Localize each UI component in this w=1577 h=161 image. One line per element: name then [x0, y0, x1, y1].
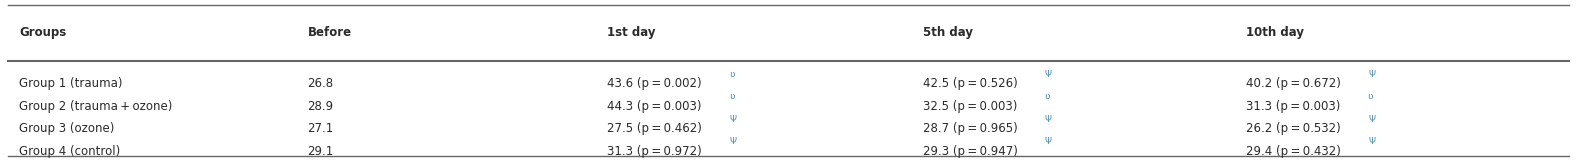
Text: 31.3 (p = 0.003): 31.3 (p = 0.003): [1246, 100, 1340, 113]
Text: 5th day: 5th day: [923, 26, 973, 39]
Text: 42.5 (p = 0.526): 42.5 (p = 0.526): [923, 77, 1017, 90]
Text: Ψ: Ψ: [1369, 137, 1375, 146]
Text: 26.2 (p = 0.532): 26.2 (p = 0.532): [1246, 122, 1340, 135]
Text: Groups: Groups: [19, 26, 66, 39]
Text: 32.5 (p = 0.003): 32.5 (p = 0.003): [923, 100, 1017, 113]
Text: Ψ: Ψ: [1369, 115, 1375, 124]
Text: 40.2 (p = 0.672): 40.2 (p = 0.672): [1246, 77, 1340, 90]
Text: 26.8: 26.8: [308, 77, 334, 90]
Text: Ψ: Ψ: [1046, 70, 1052, 79]
Text: Group 3 (ozone): Group 3 (ozone): [19, 122, 114, 135]
Text: 44.3 (p = 0.003): 44.3 (p = 0.003): [607, 100, 702, 113]
Text: Group 1 (trauma): Group 1 (trauma): [19, 77, 123, 90]
Text: Ψ: Ψ: [1046, 137, 1052, 146]
Text: Ψ: Ψ: [1046, 115, 1052, 124]
Text: Ψ: Ψ: [730, 137, 736, 146]
Text: Before: Before: [308, 26, 352, 39]
Text: ʋ: ʋ: [1044, 92, 1050, 101]
Text: 27.5 (p = 0.462): 27.5 (p = 0.462): [607, 122, 702, 135]
Text: 28.9: 28.9: [308, 100, 334, 113]
Text: 27.1: 27.1: [308, 122, 334, 135]
Text: 43.6 (p = 0.002): 43.6 (p = 0.002): [607, 77, 702, 90]
Text: Ψ: Ψ: [730, 115, 736, 124]
Text: 29.4 (p = 0.432): 29.4 (p = 0.432): [1246, 145, 1340, 158]
Text: 28.7 (p = 0.965): 28.7 (p = 0.965): [923, 122, 1017, 135]
Text: ʋ: ʋ: [1367, 92, 1374, 101]
Text: Ψ: Ψ: [1369, 70, 1375, 79]
Text: ʋ: ʋ: [729, 92, 735, 101]
Text: ʋ: ʋ: [729, 70, 735, 79]
Text: 10th day: 10th day: [1246, 26, 1304, 39]
Text: 29.3 (p = 0.947): 29.3 (p = 0.947): [923, 145, 1017, 158]
Text: 1st day: 1st day: [607, 26, 656, 39]
Text: Group 2 (trauma + ozone): Group 2 (trauma + ozone): [19, 100, 172, 113]
Text: 31.3 (p = 0.972): 31.3 (p = 0.972): [607, 145, 702, 158]
Text: 29.1: 29.1: [308, 145, 334, 158]
Text: Group 4 (control): Group 4 (control): [19, 145, 120, 158]
